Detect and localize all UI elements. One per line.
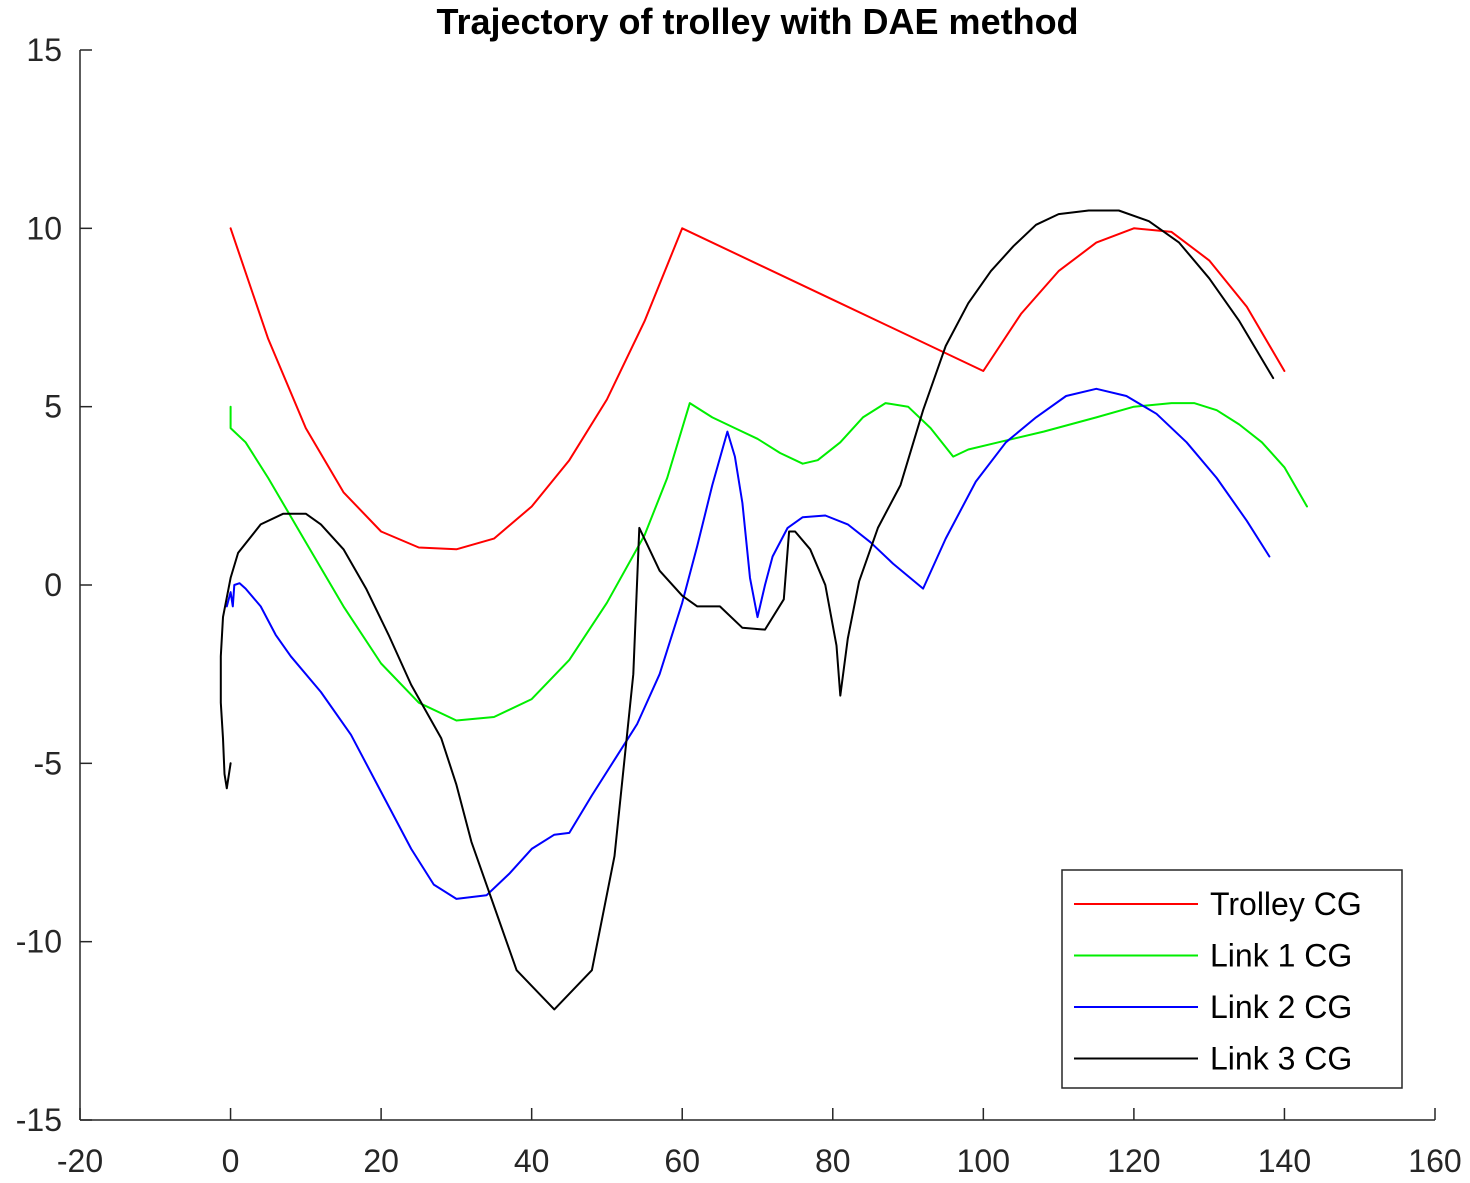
plot-area: -20 0 20 40 60 80 100 120 140 160 -15 -10 -5 0 5 10 15 [16, 32, 1462, 1179]
y-ticks: -15 -10 -5 0 5 10 15 [16, 32, 92, 1138]
x-tick-label: 120 [1107, 1143, 1160, 1179]
legend: Trolley CG Link 1 CG Link 2 CG Link 3 CG [1061, 869, 1403, 1089]
legend-label: Trolley CG [1210, 886, 1362, 922]
legend-label: Link 3 CG [1210, 1041, 1352, 1077]
legend-label: Link 2 CG [1210, 989, 1352, 1025]
x-tick-label: 20 [363, 1143, 399, 1179]
y-tick-label: -15 [16, 1102, 62, 1138]
x-tick-label: 0 [222, 1143, 240, 1179]
series-line-3 [225, 387, 1271, 900]
x-tick-label: -20 [57, 1143, 103, 1179]
legend-box [1061, 869, 1403, 1089]
y-tick-label: 15 [26, 32, 62, 68]
x-tick-label: 140 [1258, 1143, 1311, 1179]
y-tick-label: -10 [16, 924, 62, 960]
y-tick-label: 10 [26, 210, 62, 246]
x-ticks: -20 0 20 40 60 80 100 120 140 160 [57, 1108, 1462, 1179]
x-tick-label: 40 [514, 1143, 550, 1179]
x-tick-label: 80 [815, 1143, 851, 1179]
series-line-2 [229, 402, 1308, 722]
x-tick-label: 160 [1408, 1143, 1461, 1179]
chart-title: Trajectory of trolley with DAE method [436, 1, 1078, 42]
y-tick-label: -5 [34, 745, 62, 781]
series-line-1 [229, 227, 1286, 551]
x-tick-label: 60 [664, 1143, 700, 1179]
y-tick-label: 0 [44, 567, 62, 603]
y-tick-label: 5 [44, 389, 62, 425]
series-group [219, 209, 1308, 1011]
legend-entries: Trolley CG Link 1 CG Link 2 CG Link 3 CG [1074, 886, 1362, 1077]
series-line-4 [219, 209, 1275, 1011]
x-tick-label: 100 [957, 1143, 1010, 1179]
legend-label: Link 1 CG [1210, 938, 1352, 974]
